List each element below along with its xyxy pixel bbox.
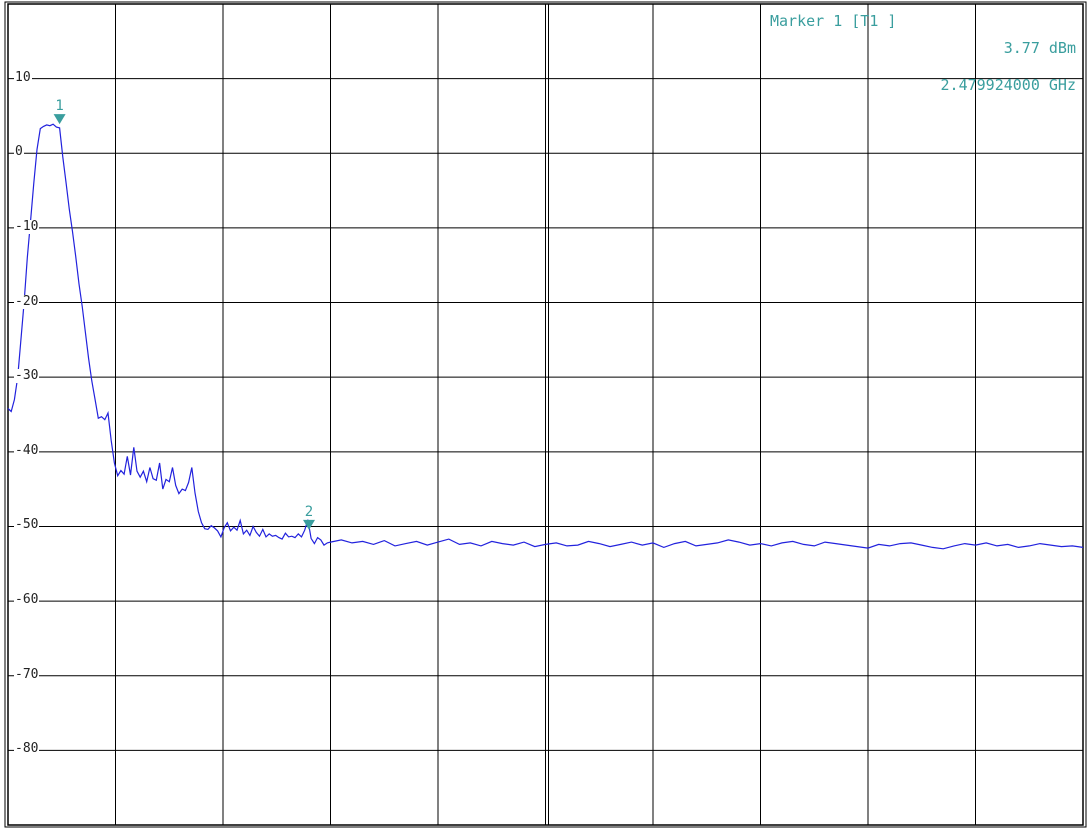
marker-2-triangle xyxy=(303,519,315,530)
marker-1-label: 1 xyxy=(55,98,63,114)
marker-readout-level: 3.77 dBm xyxy=(1003,39,1076,57)
y-tick-label: -30 xyxy=(14,368,40,384)
y-tick-label: -50 xyxy=(14,517,40,533)
marker-readout-frequency: 2.479924000 GHz xyxy=(940,76,1076,94)
y-tick-label: -60 xyxy=(14,592,40,608)
marker-readout-title: Marker 1 [T1 ] xyxy=(770,12,897,30)
y-tick-label: -10 xyxy=(14,218,40,234)
plot-frame-outer xyxy=(4,1,1087,828)
y-tick-label: -80 xyxy=(14,741,40,757)
marker-1-triangle xyxy=(53,114,66,125)
y-tick-label: -40 xyxy=(14,442,40,458)
y-tick-label: 10 xyxy=(14,69,32,85)
trace-line xyxy=(7,123,1084,550)
y-tick-label: 0 xyxy=(14,144,24,160)
y-tick-label: -20 xyxy=(14,293,40,309)
marker-2-label: 2 xyxy=(305,504,313,520)
y-tick-label: -70 xyxy=(14,666,40,682)
